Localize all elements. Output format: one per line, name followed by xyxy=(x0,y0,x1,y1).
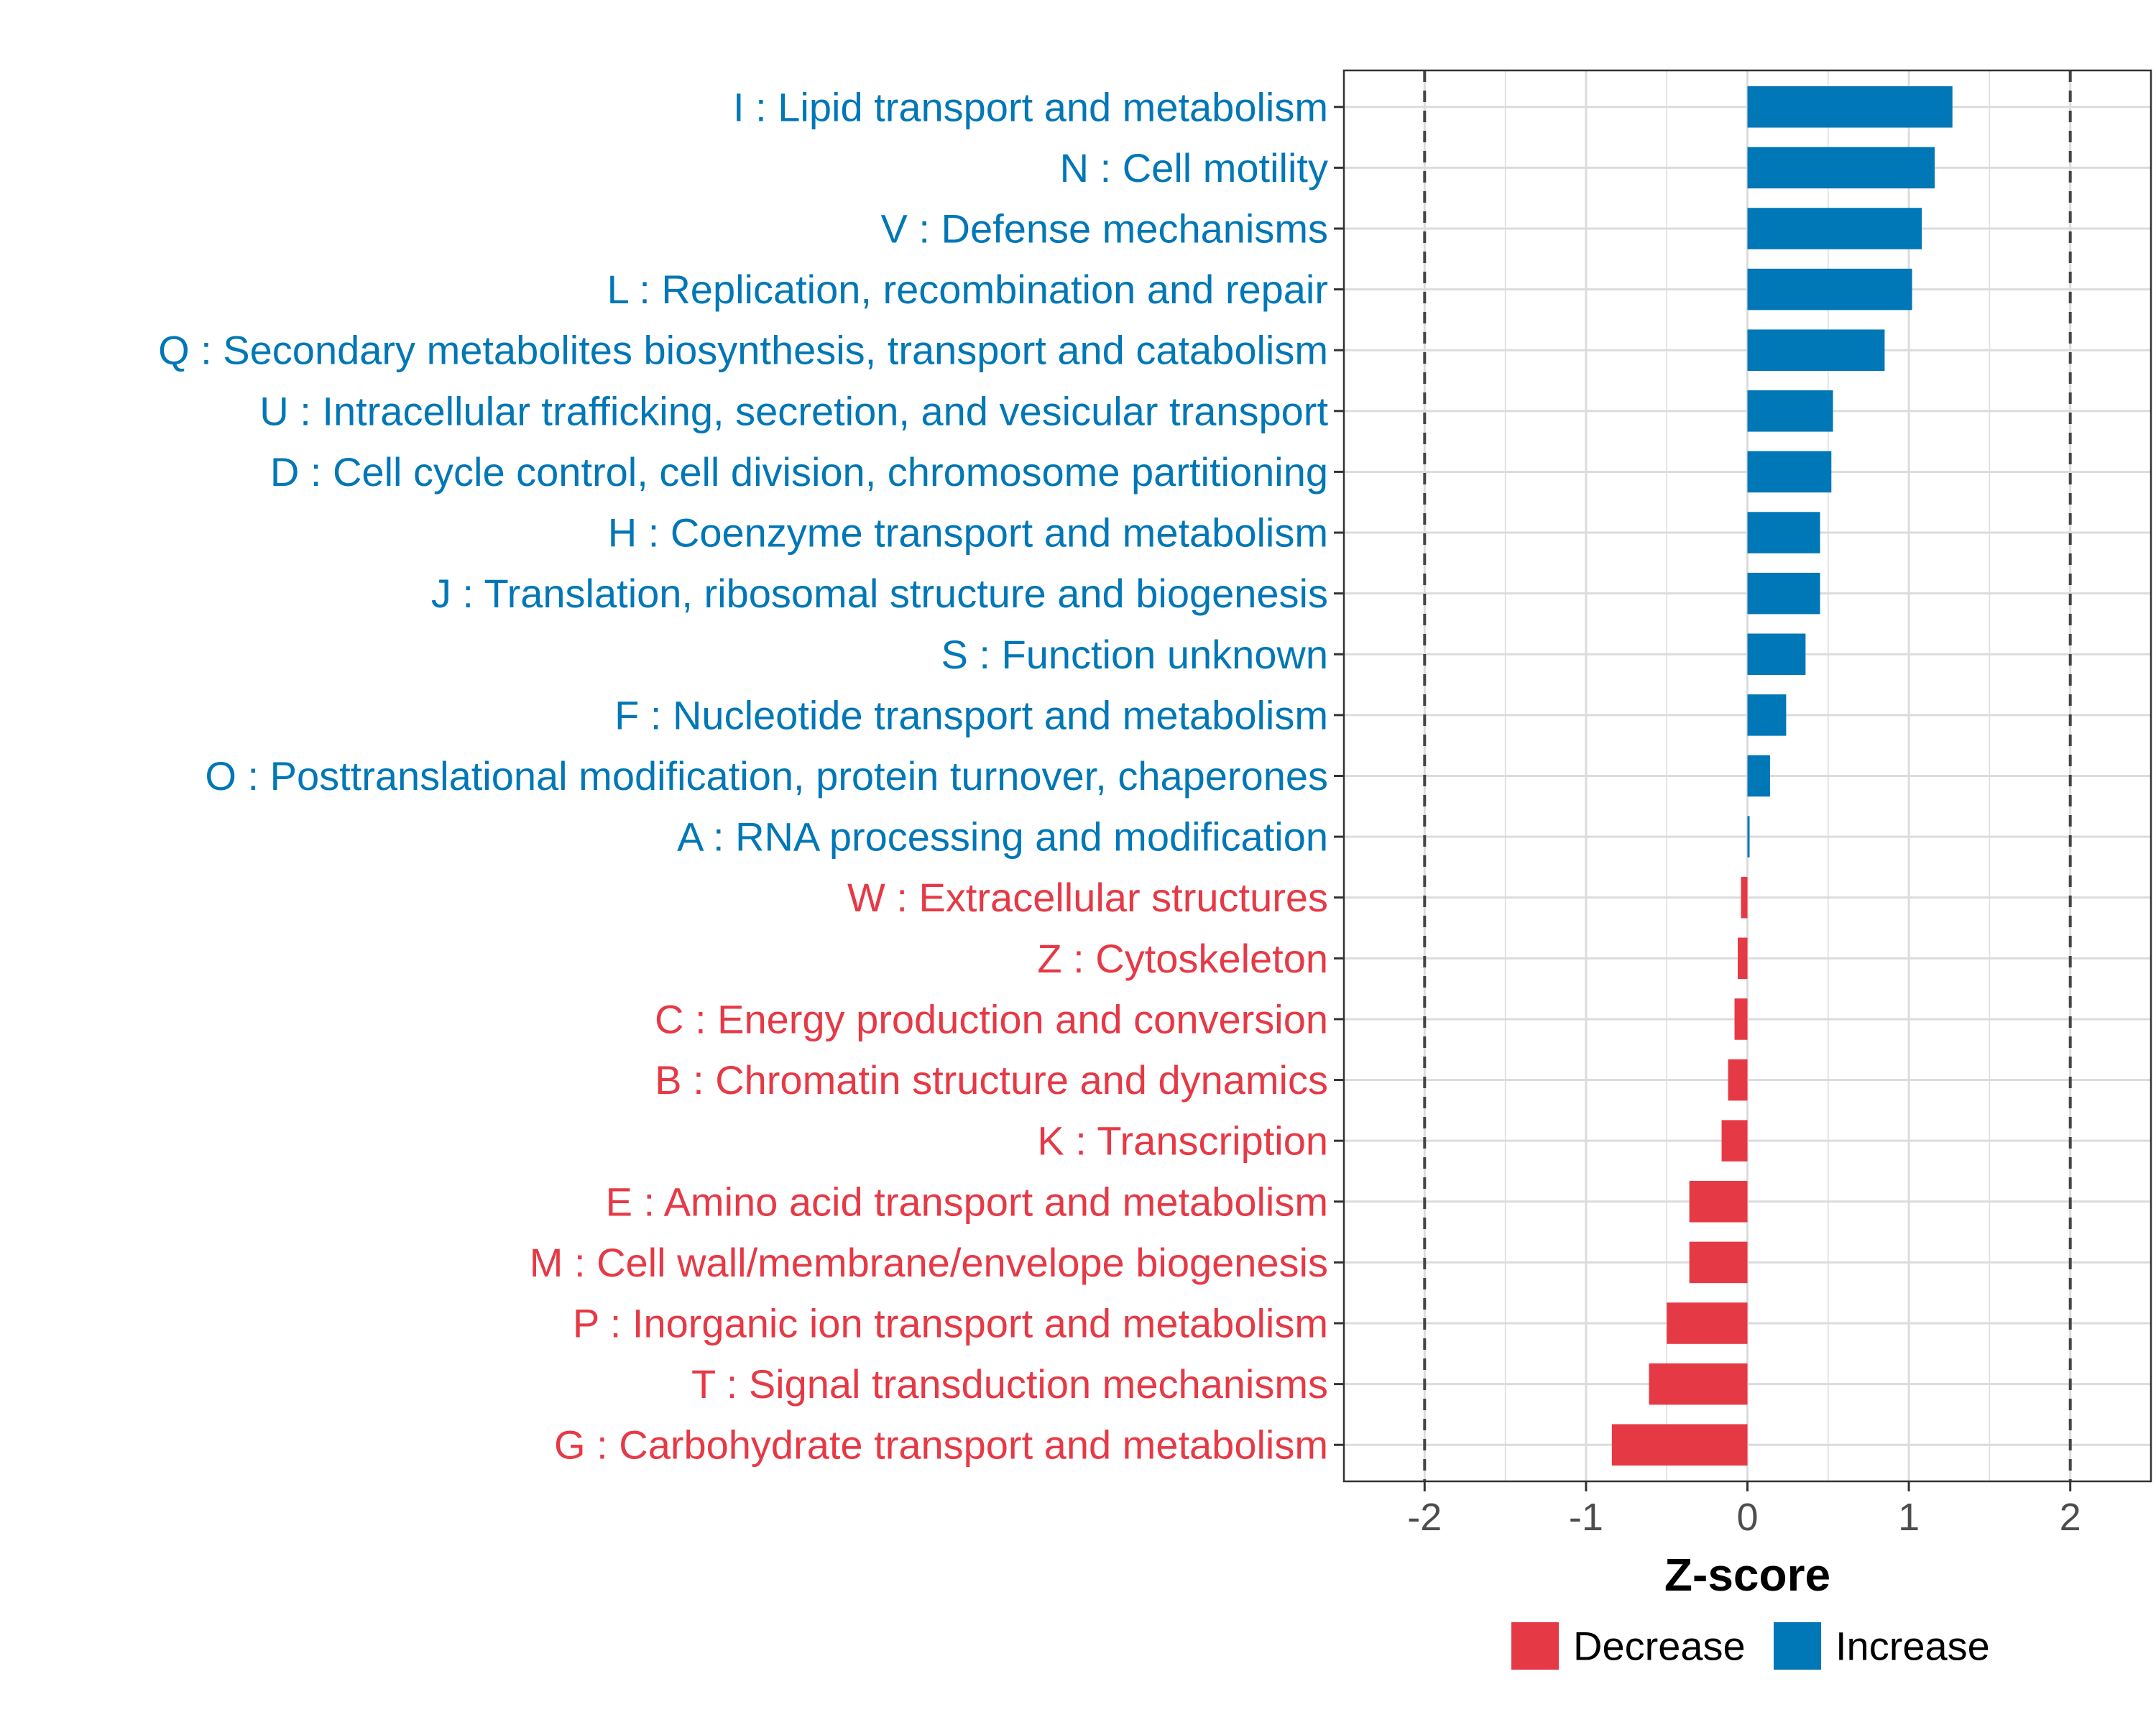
x-tick-label: -1 xyxy=(1569,1496,1603,1539)
bar xyxy=(1747,816,1750,857)
x-tick-label: 1 xyxy=(1898,1496,1920,1539)
bar xyxy=(1667,1302,1748,1344)
category-label: W : Extracellular structures xyxy=(847,875,1328,920)
x-tick-label: -2 xyxy=(1407,1496,1442,1539)
category-label: E : Amino acid transport and metabolism xyxy=(606,1179,1328,1224)
legend-swatch xyxy=(1511,1622,1559,1670)
category-label: M : Cell wall/membrane/envelope biogenes… xyxy=(530,1240,1328,1285)
bar xyxy=(1741,876,1748,919)
bar xyxy=(1721,1120,1748,1162)
category-label: D : Cell cycle control, cell division, c… xyxy=(270,449,1328,494)
category-label: C : Energy production and conversion xyxy=(655,996,1328,1041)
category-label: I : Lipid transport and metabolism xyxy=(733,84,1328,129)
category-label: Q : Secondary metabolites biosynthesis, … xyxy=(158,328,1328,373)
bar xyxy=(1747,329,1885,371)
category-label: J : Translation, ribosomal structure and… xyxy=(431,571,1328,616)
bar xyxy=(1747,633,1806,676)
bar xyxy=(1747,451,1832,493)
legend-label: Decrease xyxy=(1573,1624,1746,1669)
category-label: P : Inorganic ion transport and metaboli… xyxy=(573,1301,1328,1346)
category-label: H : Coenzyme transport and metabolism xyxy=(608,510,1328,556)
bar xyxy=(1747,512,1820,553)
category-label: O : Posttranslational modification, prot… xyxy=(205,753,1328,799)
category-label: U : Intracellular trafficking, secretion… xyxy=(259,388,1328,433)
bar xyxy=(1747,86,1953,128)
legend-swatch xyxy=(1774,1622,1821,1670)
bar xyxy=(1728,1059,1748,1101)
category-label: N : Cell motility xyxy=(1060,145,1328,190)
bar xyxy=(1747,572,1820,615)
category-label: Z : Cytoskeleton xyxy=(1037,936,1328,981)
category-label: K : Transcription xyxy=(1037,1118,1328,1164)
category-label: S : Function unknown xyxy=(941,632,1328,677)
bar xyxy=(1747,268,1912,310)
category-label: G : Carbohydrate transport and metabolis… xyxy=(554,1422,1328,1468)
category-label: L : Replication, recombination and repai… xyxy=(607,267,1328,312)
bar xyxy=(1747,755,1770,797)
category-label: T : Signal transduction mechanisms xyxy=(691,1361,1328,1407)
bar xyxy=(1738,937,1748,980)
bar xyxy=(1734,998,1748,1040)
category-label: B : Chromatin structure and dynamics xyxy=(655,1057,1328,1103)
bar xyxy=(1747,390,1833,432)
bar xyxy=(1611,1424,1748,1466)
bar xyxy=(1747,208,1922,249)
bar xyxy=(1747,147,1935,189)
x-axis-title: Z-score xyxy=(1664,1549,1830,1601)
bar xyxy=(1689,1241,1748,1284)
category-label: F : Nucleotide transport and metabolism xyxy=(614,692,1328,737)
x-tick-label: 2 xyxy=(2060,1496,2081,1539)
x-tick-label: 0 xyxy=(1736,1496,1758,1539)
category-label: V : Defense mechanisms xyxy=(881,206,1328,251)
legend-label: Increase xyxy=(1835,1624,1990,1669)
bar xyxy=(1747,694,1787,736)
bar xyxy=(1649,1363,1748,1405)
bar xyxy=(1689,1181,1748,1223)
category-label: A : RNA processing and modification xyxy=(677,814,1328,860)
